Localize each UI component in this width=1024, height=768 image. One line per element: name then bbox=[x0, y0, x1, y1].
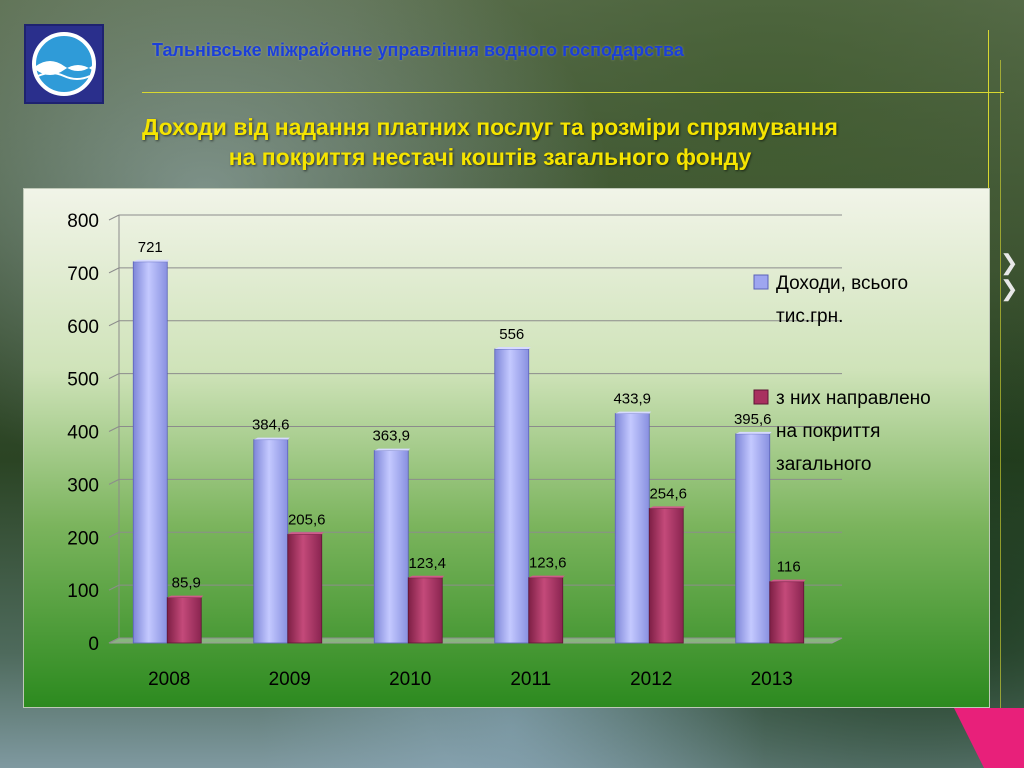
gridline-depth bbox=[108, 637, 120, 644]
y-tick-label: 300 bbox=[67, 475, 99, 496]
bar bbox=[166, 597, 202, 644]
gridline-depth bbox=[108, 584, 120, 591]
x-tick-label: 2011 bbox=[510, 669, 551, 690]
x-tick-label: 2010 bbox=[389, 669, 431, 690]
data-label: 721 bbox=[138, 239, 163, 256]
y-tick-label: 0 bbox=[88, 634, 99, 655]
y-tick-label: 800 bbox=[67, 211, 99, 232]
legend-label: на покриття bbox=[776, 421, 880, 442]
data-label: 85,9 bbox=[172, 575, 201, 592]
bar-top bbox=[253, 437, 290, 440]
y-tick-label: 400 bbox=[67, 423, 99, 444]
bar-top bbox=[133, 259, 170, 262]
legend-label: Доходи, всього bbox=[776, 273, 908, 294]
data-label: 363,9 bbox=[372, 428, 410, 445]
gridline-depth bbox=[108, 373, 120, 380]
legend-label: загального bbox=[776, 454, 871, 475]
bar-top bbox=[649, 506, 686, 509]
bar bbox=[253, 439, 289, 644]
bar bbox=[614, 413, 650, 644]
y-tick-label: 600 bbox=[67, 317, 99, 338]
bar-top bbox=[528, 575, 565, 578]
legend-swatch bbox=[753, 274, 769, 290]
x-tick-label: 2012 bbox=[630, 669, 672, 690]
bar bbox=[769, 581, 805, 644]
bar-top bbox=[408, 575, 445, 578]
data-label: 433,9 bbox=[613, 391, 651, 408]
x-tick-label: 2013 bbox=[751, 669, 793, 690]
data-label: 556 bbox=[499, 326, 524, 343]
bar-top bbox=[374, 448, 411, 451]
data-label: 384,6 bbox=[252, 417, 290, 434]
bar bbox=[373, 450, 409, 644]
gridline-depth bbox=[108, 320, 120, 327]
gridline-depth bbox=[108, 426, 120, 432]
legend-swatch bbox=[753, 389, 769, 405]
water-wave-logo-icon bbox=[32, 32, 96, 96]
bar-top bbox=[615, 411, 652, 414]
gridline-depth bbox=[108, 214, 120, 221]
bar-top bbox=[167, 595, 204, 598]
chart-floor bbox=[108, 637, 843, 644]
bar-chart: 0 100 200 300 400 500 600 700 800 721 384,6 363,9 55… bbox=[67, 211, 931, 690]
legend-label: тис.грн. bbox=[776, 306, 843, 327]
bar bbox=[648, 507, 684, 644]
bar-top bbox=[494, 347, 531, 350]
data-label: 254,6 bbox=[649, 485, 687, 502]
organization-title: Тальнівське міжрайонне управління водног… bbox=[152, 40, 684, 60]
corner-decoration bbox=[954, 708, 1024, 768]
data-label: 123,4 bbox=[408, 555, 446, 572]
x-tick-label: 2009 bbox=[269, 669, 311, 690]
gridline-depth bbox=[108, 531, 120, 538]
data-label: 205,6 bbox=[288, 511, 326, 528]
bar bbox=[287, 533, 323, 644]
slide-title-line-2: на покриття нестачі коштів загального фо… bbox=[228, 144, 752, 170]
y-tick-label: 700 bbox=[67, 264, 99, 285]
bar bbox=[735, 433, 771, 644]
data-label: 123,6 bbox=[529, 555, 567, 572]
y-tick-label: 200 bbox=[67, 528, 99, 549]
bar-top bbox=[769, 579, 806, 582]
data-label: 395,6 bbox=[734, 411, 772, 428]
bar bbox=[132, 261, 168, 644]
chevron-right-icon[interactable]: ❯ ❯ bbox=[1000, 250, 1019, 301]
slide-title-line-1: Доходи від надання платних послуг та роз… bbox=[142, 114, 838, 140]
vertical-divider-secondary bbox=[1000, 60, 1001, 750]
legend-label: з них направлено bbox=[776, 388, 931, 409]
bar bbox=[407, 577, 443, 644]
slide-title: Доходи від надання платних послуг та роз… bbox=[40, 112, 940, 172]
chart-area: 0 100 200 300 400 500 600 700 800 721 384,6 363,9 55… bbox=[23, 188, 990, 708]
bar-top bbox=[287, 532, 324, 535]
bar bbox=[494, 348, 530, 644]
y-tick-label: 100 bbox=[67, 581, 99, 602]
gridline-depth bbox=[108, 478, 120, 485]
header-divider bbox=[142, 92, 1004, 93]
y-tick-label: 500 bbox=[67, 370, 99, 391]
gridline-depth bbox=[108, 267, 120, 274]
data-label: 116 bbox=[777, 559, 801, 576]
bar-top bbox=[735, 431, 772, 434]
x-tick-label: 2008 bbox=[148, 669, 190, 690]
bar bbox=[528, 577, 564, 644]
logo bbox=[24, 24, 104, 104]
